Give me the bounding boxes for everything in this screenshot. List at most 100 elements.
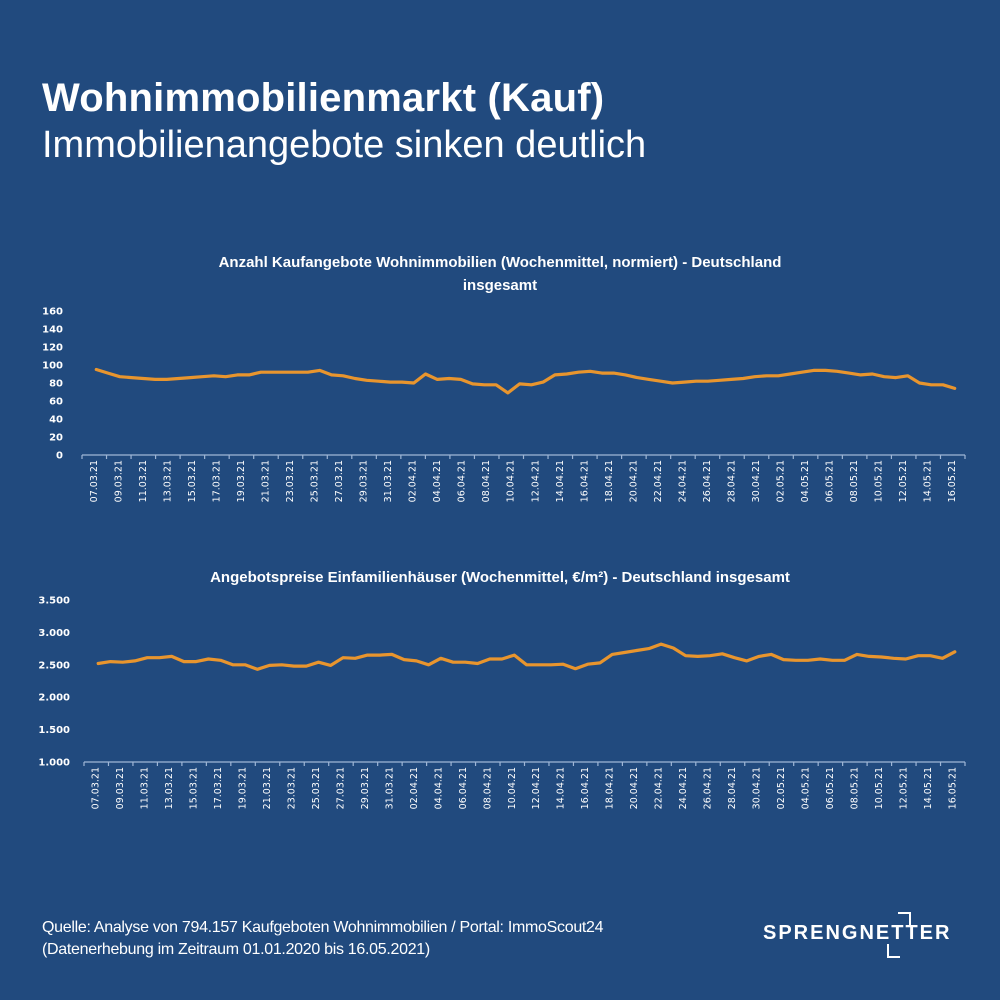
chart-2-xtick-label: 31.03.21 <box>384 767 395 809</box>
chart-1-xtick-label: 18.04.21 <box>604 460 615 502</box>
chart-1-ytick-label: 20 <box>49 433 63 444</box>
chart-2-xtick-label: 12.05.21 <box>898 767 909 809</box>
chart-2-xtick-label: 20.04.21 <box>629 767 640 809</box>
chart-1-ytick-label: 160 <box>42 307 63 318</box>
chart-1-ytick-label: 80 <box>49 379 63 390</box>
chart-1-xtick-label: 06.04.21 <box>457 460 468 502</box>
chart-2-xtick-label: 06.04.21 <box>458 767 469 809</box>
chart-1-xtick-label: 31.03.21 <box>383 460 394 502</box>
chart-1-xtick-label: 04.05.21 <box>800 460 811 502</box>
chart-2-ytick-label: 3.500 <box>38 596 70 607</box>
chart-1-ytick-label: 140 <box>42 325 63 336</box>
chart-1-xtick-label: 15.03.21 <box>187 460 198 502</box>
chart-1-ytick-label: 120 <box>42 343 63 354</box>
chart-1-xtick-label: 10.04.21 <box>506 460 517 502</box>
chart-2-xtick-label: 28.04.21 <box>727 767 738 809</box>
chart-2-series-line <box>96 642 957 671</box>
chart-2-xtick-label: 04.05.21 <box>800 767 811 809</box>
chart-1-xtick-label: 04.04.21 <box>432 460 443 502</box>
chart-1-xtick-label: 10.05.21 <box>874 460 885 502</box>
chart-1-ytick-label: 100 <box>42 361 63 372</box>
chart-1-xtick-label: 09.03.21 <box>113 460 124 502</box>
chart-1-xtick-label: 25.03.21 <box>310 460 321 502</box>
chart-1-xtick-label: 16.05.21 <box>947 460 958 502</box>
chart-2-xtick-label: 16.05.21 <box>947 767 958 809</box>
chart-1-xtick-label: 30.04.21 <box>751 460 762 502</box>
chart-2-xtick-label: 10.05.21 <box>874 767 885 809</box>
chart-2-xtick-label: 04.04.21 <box>433 767 444 809</box>
chart-1-xtick-label: 02.04.21 <box>408 460 419 502</box>
chart-1-xtick-label: 11.03.21 <box>138 460 149 502</box>
chart-1-xtick-label: 08.05.21 <box>849 460 860 502</box>
chart-2-xtick-label: 21.03.21 <box>262 767 273 809</box>
chart-2-xtick-label: 16.04.21 <box>580 767 591 809</box>
chart-2-xtick-label: 26.04.21 <box>703 767 714 809</box>
chart-2-xtick-label: 12.04.21 <box>531 767 542 809</box>
chart-1-xtick-label: 16.04.21 <box>579 460 590 502</box>
chart-2-title: Angebotspreise Einfamilienhäuser (Wochen… <box>210 569 790 586</box>
chart-2-xtick-label: 06.05.21 <box>825 767 836 809</box>
chart-2-xtick-label: 17.03.21 <box>213 767 224 809</box>
chart-2-xtick-label: 13.03.21 <box>164 767 175 809</box>
chart-1-xtick-label: 29.03.21 <box>359 460 370 502</box>
sprengnetter-logo: SPRENGNETTER <box>763 922 951 945</box>
chart-2-xtick-label: 15.03.21 <box>189 767 200 809</box>
chart-2-xtick-label: 29.03.21 <box>360 767 371 809</box>
chart-1-xtick-label: 23.03.21 <box>285 460 296 502</box>
chart-1-xtick-label: 17.03.21 <box>211 460 222 502</box>
chart-2-ytick-label: 3.000 <box>38 628 70 639</box>
source-line-1: Quelle: Analyse von 794.157 Kaufgeboten … <box>42 919 604 936</box>
page-subtitle: Immobilienangebote sinken deutlich <box>42 124 647 166</box>
chart-1-xtick-label: 07.03.21 <box>89 460 100 502</box>
chart-2-xtick-label: 18.04.21 <box>605 767 616 809</box>
chart-1-xtick-label: 26.04.21 <box>702 460 713 502</box>
chart-2-xtick-label: 02.04.21 <box>409 767 420 809</box>
chart-1-xtick-label: 12.05.21 <box>898 460 909 502</box>
chart-1-xtick-label: 24.04.21 <box>677 460 688 502</box>
chart-2-xtick-label: 19.03.21 <box>238 767 249 809</box>
chart-1-xtick-label: 22.04.21 <box>653 460 664 502</box>
chart-2-xtick-label: 09.03.21 <box>115 767 126 809</box>
chart-2-xtick-label: 11.03.21 <box>140 767 151 809</box>
chart-2-xtick-label: 23.03.21 <box>287 767 298 809</box>
chart-1-series-line <box>94 367 957 395</box>
chart-1-xtick-label: 19.03.21 <box>236 460 247 502</box>
chart-1-xtick-label: 14.05.21 <box>923 460 934 502</box>
chart-1-title: Anzahl Kaufangebote Wohnimmobilien (Woch… <box>219 254 782 271</box>
chart-2-xtick-label: 30.04.21 <box>751 767 762 809</box>
source-line-2: (Datenerhebung im Zeitraum 01.01.2020 bi… <box>42 941 430 958</box>
chart-2-xtick-label: 07.03.21 <box>91 767 102 809</box>
chart-1-xtick-label: 02.05.21 <box>776 460 787 502</box>
chart-1-ytick-label: 40 <box>49 415 63 426</box>
chart-2-ytick-label: 1.000 <box>38 758 70 769</box>
chart-1-xtick-label: 21.03.21 <box>260 460 271 502</box>
chart-1-xtick-label: 08.04.21 <box>481 460 492 502</box>
chart-2-xtick-label: 25.03.21 <box>311 767 322 809</box>
chart-2-xtick-label: 14.04.21 <box>556 767 567 809</box>
logo-text: SPRENGNETTER <box>763 922 952 944</box>
chart-2-xtick-label: 02.05.21 <box>776 767 787 809</box>
chart-1-xtick-label: 12.04.21 <box>530 460 541 502</box>
chart-2-xtick-label: 08.05.21 <box>849 767 860 809</box>
chart-2-xtick-label: 10.04.21 <box>507 767 518 809</box>
chart-1-ytick-label: 60 <box>49 397 63 408</box>
chart-1-ytick-label: 0 <box>56 451 63 462</box>
chart-1-xtick-label: 13.03.21 <box>162 460 173 502</box>
logo-bracket-bottom-icon <box>887 944 900 958</box>
chart-2-xtick-label: 27.03.21 <box>335 767 346 809</box>
page-title: Wohnimmobilienmarkt (Kauf) <box>42 76 605 120</box>
chart-1-xtick-label: 20.04.21 <box>628 460 639 502</box>
chart-2-xtick-label: 22.04.21 <box>654 767 665 809</box>
chart-1-xtick-label: 06.05.21 <box>825 460 836 502</box>
chart-1-xtick-label: 27.03.21 <box>334 460 345 502</box>
chart-1-xtick-label: 28.04.21 <box>726 460 737 502</box>
chart-2-ytick-label: 2.000 <box>38 693 70 704</box>
chart-1-xtick-label: 14.04.21 <box>555 460 566 502</box>
chart-2-xtick-label: 24.04.21 <box>678 767 689 809</box>
chart-1-title-line2: insgesamt <box>463 277 537 294</box>
chart-2-xtick-label: 08.04.21 <box>482 767 493 809</box>
chart-2-ytick-label: 1.500 <box>38 725 70 736</box>
source-note: Quelle: Analyse von 794.157 Kaufgeboten … <box>42 917 604 961</box>
logo-bracket-top-icon <box>898 912 911 926</box>
